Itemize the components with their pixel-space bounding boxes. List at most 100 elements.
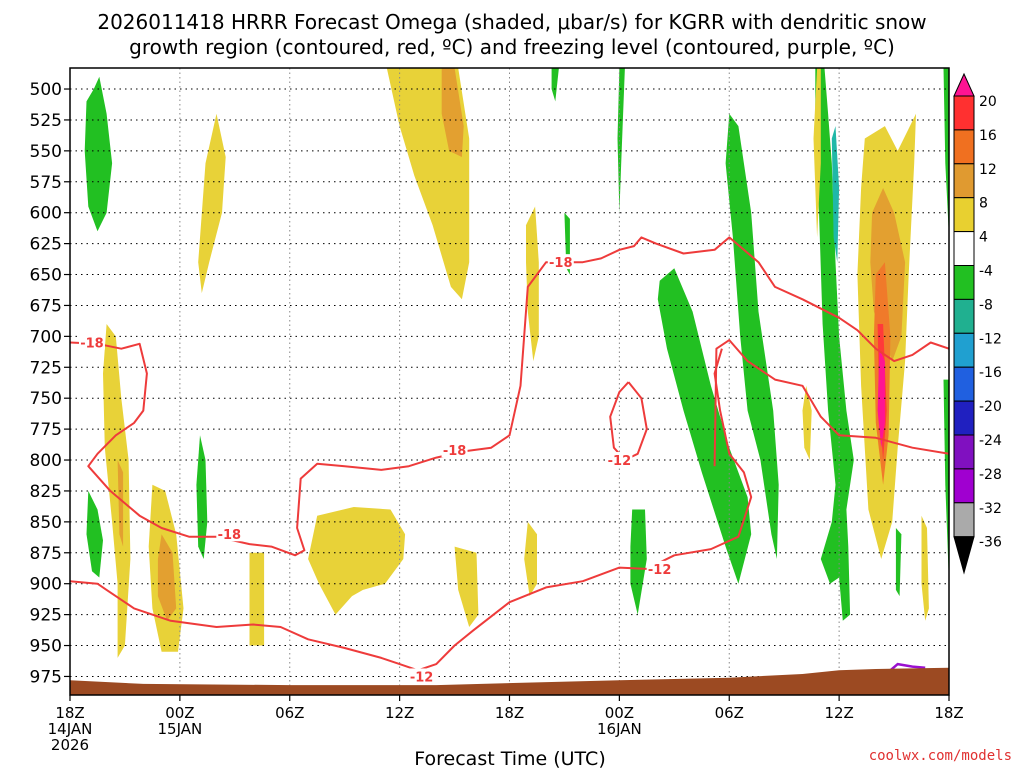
- freezing-level-line: [889, 662, 926, 672]
- colorbar-seg-2: [953, 163, 975, 199]
- dgz-contour-5: [609, 381, 648, 461]
- y-tick-label-525: 525: [30, 111, 62, 131]
- omega-region-30: [117, 460, 124, 547]
- omega-region-10: [895, 528, 902, 597]
- y-tick-label-500: 500: [30, 80, 62, 100]
- dgz-label-6: -12: [410, 670, 434, 685]
- omega-region-33: [877, 348, 885, 448]
- colorbar-seg-12: [953, 502, 975, 538]
- colorbar-label-13: -36: [979, 535, 1002, 551]
- y-tick-label-850: 850: [30, 513, 62, 533]
- dgz-label-2: -18: [443, 444, 467, 459]
- x-tick-label-7-0: 12Z: [824, 704, 853, 722]
- colorbar-seg-8: [953, 366, 975, 402]
- colorbar-seg-11: [953, 468, 975, 504]
- dgz-contour-4: [713, 339, 949, 467]
- colorbar-label-7: -12: [979, 331, 1002, 347]
- omega-region-8: [630, 509, 647, 615]
- colorbar-label-5: -4: [979, 264, 993, 280]
- colorbar-label-12: -32: [979, 501, 1002, 517]
- y-tick-label-650: 650: [30, 266, 62, 286]
- colorbar-seg-9: [953, 400, 975, 436]
- colorbar-label-8: -16: [979, 365, 1002, 381]
- dgz-label-bg-7: [646, 560, 673, 576]
- omega-region-2: [196, 435, 208, 559]
- colorbar-label-1: 16: [979, 128, 997, 144]
- colorbar-label-11: -28: [979, 467, 1002, 483]
- credit-link[interactable]: coolwx.com/models: [869, 748, 1012, 764]
- y-tick-label-675: 675: [30, 296, 62, 316]
- x-tick-label-1-0: 00Z: [165, 704, 194, 722]
- colorbar-label-3: 8: [979, 196, 988, 212]
- x-tick-label-6-0: 06Z: [715, 704, 744, 722]
- plot-area: [70, 68, 949, 695]
- dgz-contour-6: [70, 348, 753, 672]
- y-tick-label-700: 700: [30, 327, 62, 347]
- x-tick-label-4-0: 18Z: [495, 704, 524, 722]
- dgz-label-bg-1: [547, 254, 574, 270]
- y-tick-label-900: 900: [30, 575, 62, 595]
- x-axis-label: Forecast Time (UTC): [414, 748, 605, 768]
- dgz-label-bg-2: [441, 442, 468, 458]
- y-tick-label-950: 950: [30, 637, 62, 657]
- y-tick-label-550: 550: [30, 142, 62, 162]
- omega-region-13: [831, 126, 840, 263]
- dgz-contour-0: [70, 236, 949, 557]
- x-tick-label-3-0: 12Z: [385, 704, 414, 722]
- terrain-fill: [70, 667, 949, 695]
- omega-region-19: [249, 552, 265, 646]
- colorbar-seg-10: [953, 434, 975, 470]
- omega-region-9: [815, 68, 854, 621]
- dgz-label-3: -18: [218, 528, 242, 543]
- colorbar: 20 16 12 8 4 -4 -8 -12 -16 -20 -24 -28 -32 -36: [953, 72, 1002, 575]
- y-tick-label-625: 625: [30, 235, 62, 255]
- omega-region-15: [198, 113, 226, 294]
- dgz-label-bg-5: [606, 452, 633, 468]
- y-tick-label-575: 575: [30, 173, 62, 193]
- colorbar-top-arrow: [953, 72, 975, 97]
- colorbar-label-10: -24: [979, 433, 1002, 449]
- omega-region-17: [103, 324, 131, 658]
- freezing-level-contour: [889, 662, 926, 672]
- x-tick-label-5-0: 00Z: [605, 704, 634, 722]
- dgz-label-1: -18: [549, 256, 573, 271]
- omega-region-11: [943, 68, 949, 238]
- chart-title-line-2: growth region (contoured, red, ºC) and f…: [129, 35, 895, 59]
- omega-region-6: [657, 268, 752, 584]
- omega-region-1: [86, 490, 103, 578]
- dgz-label-5: -12: [608, 454, 632, 469]
- chart-title-line-1: 2026011418 HRRR Forecast Omega (shaded, …: [97, 10, 926, 34]
- y-tick-label-975: 975: [30, 667, 62, 687]
- y-tick-label-875: 875: [30, 544, 62, 564]
- colorbar-seg-7: [953, 332, 975, 368]
- x-tick-label-8-0: 18Z: [934, 704, 963, 722]
- dgz-contour-labels: -18 -18 -18 -18 -12 -12 -12: [78, 254, 673, 685]
- grid-lines: [70, 68, 949, 695]
- y-tick-label-725: 725: [30, 358, 62, 378]
- x-tick-label-5-1: 16JAN: [597, 720, 642, 738]
- dgz-label-7: -12: [648, 563, 672, 578]
- y-tick-label-750: 750: [30, 389, 62, 409]
- x-tick-label-0-1: 14JAN: [48, 720, 93, 738]
- terrain: [70, 667, 949, 695]
- x-tick-label-2-0: 06Z: [275, 704, 304, 722]
- omega-region-0: [84, 76, 113, 232]
- omega-region-12: [943, 379, 949, 584]
- y-tick-label-800: 800: [30, 451, 62, 471]
- omega-region-3: [551, 68, 559, 102]
- colorbar-seg-6: [953, 298, 975, 334]
- y-tick-label-925: 925: [30, 606, 62, 626]
- dgz-label-bg-6: [408, 668, 435, 684]
- x-tick-label-1-1: 15JAN: [158, 720, 203, 738]
- colorbar-seg-0: [953, 95, 975, 131]
- colorbar-label-6: -8: [979, 297, 993, 313]
- dgz-label-bg-0: [78, 334, 105, 350]
- omega-shading: [84, 68, 949, 658]
- y-tick-label-600: 600: [30, 204, 62, 224]
- colorbar-seg-5: [953, 265, 975, 300]
- colorbar-seg-4: [953, 231, 975, 267]
- omega-region-24: [813, 68, 821, 238]
- dgz-label-0: -18: [80, 337, 104, 352]
- colorbar-label-0: 20: [979, 94, 997, 110]
